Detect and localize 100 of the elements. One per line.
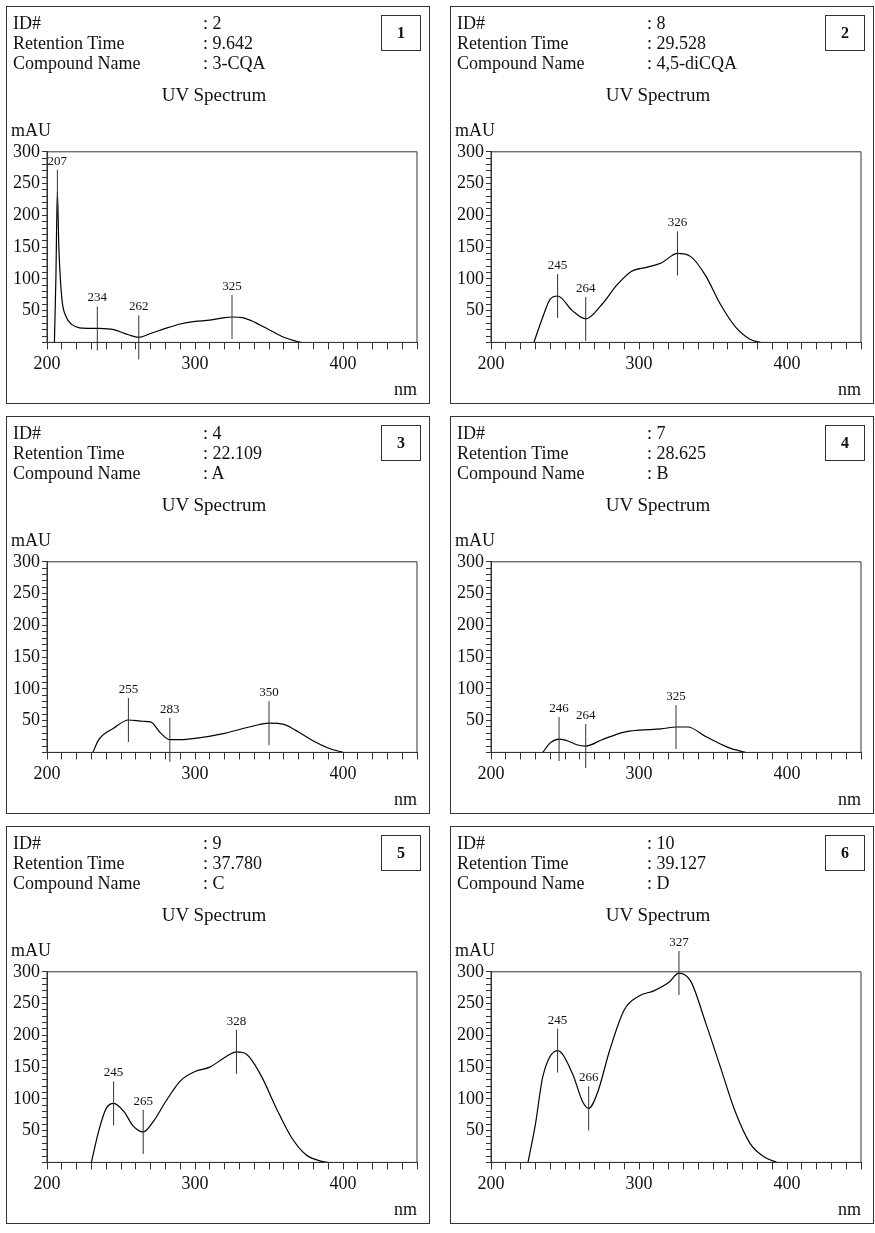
- chart-title: UV Spectrum: [161, 494, 267, 516]
- text: : 8: [647, 13, 667, 33]
- y-tick-label: 300: [457, 140, 484, 161]
- text: Retention Time: [457, 33, 570, 53]
- text: Retention Time: [13, 853, 126, 873]
- text: : A: [203, 463, 226, 483]
- y-tick-label: 300: [13, 550, 40, 571]
- text: Retention Time: [457, 443, 570, 463]
- annotation: 325: [666, 687, 686, 703]
- text: Compound Name: [457, 53, 586, 73]
- y-tick-label: 200: [457, 1024, 484, 1045]
- text: : D: [647, 873, 671, 893]
- text: 2: [825, 15, 865, 51]
- text: ID#: [13, 833, 42, 853]
- x-axis-title: nm: [837, 378, 861, 399]
- y-tick-label: 250: [13, 172, 40, 193]
- annotation: 245: [103, 1064, 124, 1080]
- y-tick-label: 50: [466, 709, 484, 730]
- annotation: 283: [160, 700, 180, 716]
- text: : 4: [203, 423, 223, 443]
- text: : 9: [203, 833, 223, 853]
- y-tick-label: 50: [22, 299, 40, 320]
- annotation: 264: [575, 279, 596, 295]
- y-tick-label: 200: [13, 204, 40, 225]
- annotation: 265: [133, 1092, 153, 1108]
- y-tick-label: 50: [466, 1119, 484, 1140]
- y-tick-label: 150: [457, 235, 484, 256]
- y-tick-label: 150: [13, 645, 40, 666]
- y-axis-title: mAU: [11, 529, 51, 550]
- y-tick-label: 100: [13, 677, 40, 698]
- text: : 9.642: [203, 33, 254, 53]
- x-axis-title: nm: [393, 788, 417, 809]
- y-axis-title: mAU: [11, 119, 51, 140]
- x-tick-label: 300: [181, 1172, 209, 1193]
- x-tick-label: 400: [329, 352, 357, 373]
- text: 4: [825, 425, 865, 461]
- x-tick-label: 300: [181, 352, 209, 373]
- y-tick-label: 100: [13, 267, 40, 288]
- annotation: 262: [129, 298, 149, 314]
- y-tick-label: 50: [22, 1119, 40, 1140]
- y-tick-label: 50: [466, 299, 484, 320]
- text: : 2: [203, 13, 223, 33]
- text: 1: [381, 15, 421, 51]
- chart-title: UV Spectrum: [161, 84, 267, 106]
- y-tick-label: 200: [13, 614, 40, 635]
- y-axis-title: mAU: [11, 939, 51, 960]
- text: ID#: [457, 423, 486, 443]
- text: 5: [381, 835, 421, 871]
- y-tick-label: 150: [13, 235, 40, 256]
- y-tick-label: 250: [13, 582, 40, 603]
- annotation: 325: [222, 277, 242, 293]
- annotation: 264: [575, 706, 596, 722]
- annotation: 234: [87, 289, 108, 305]
- text: ID#: [13, 13, 42, 33]
- x-axis-title: nm: [837, 788, 861, 809]
- text: : 37.780: [203, 853, 263, 873]
- text: 6: [825, 835, 865, 871]
- text: : 4,5-diCQA: [647, 53, 738, 73]
- annotation: 328: [226, 1012, 247, 1028]
- annotation: 327: [669, 933, 690, 949]
- text: Retention Time: [13, 443, 126, 463]
- x-axis-title: nm: [393, 378, 417, 399]
- x-tick-label: 300: [625, 762, 653, 783]
- chart-title: UV Spectrum: [605, 494, 711, 516]
- y-tick-label: 250: [13, 992, 40, 1013]
- y-axis-title: mAU: [455, 529, 495, 550]
- x-tick-label: 400: [329, 1172, 357, 1193]
- y-tick-label: 100: [457, 1087, 484, 1108]
- y-tick-label: 300: [457, 960, 484, 981]
- text: ID#: [457, 13, 486, 33]
- x-tick-label: 300: [625, 352, 653, 373]
- annotation: 245: [547, 256, 568, 272]
- text: Compound Name: [13, 873, 142, 893]
- chart-title: UV Spectrum: [605, 84, 711, 106]
- x-tick-label: 400: [773, 1172, 801, 1193]
- y-tick-label: 200: [13, 1024, 40, 1045]
- text: Compound Name: [457, 873, 586, 893]
- x-tick-label: 400: [773, 762, 801, 783]
- text: : 3-CQA: [203, 53, 267, 73]
- text: : 10: [647, 833, 676, 853]
- x-axis-title: nm: [837, 1198, 861, 1219]
- annotation: 266: [578, 1069, 599, 1085]
- annotation: 326: [667, 214, 688, 230]
- y-axis-title: mAU: [455, 939, 495, 960]
- y-tick-label: 300: [457, 550, 484, 571]
- text: : 29.528: [647, 33, 707, 53]
- y-tick-label: 250: [457, 172, 484, 193]
- y-tick-label: 100: [457, 677, 484, 698]
- x-tick-label: 300: [625, 1172, 653, 1193]
- annotation: 207: [47, 152, 68, 168]
- text: Retention Time: [457, 853, 570, 873]
- y-axis-title: mAU: [455, 119, 495, 140]
- y-tick-label: 50: [22, 709, 40, 730]
- y-tick-label: 200: [457, 614, 484, 635]
- text: : 28.625: [647, 443, 707, 463]
- y-tick-label: 100: [457, 267, 484, 288]
- text: 3: [381, 425, 421, 461]
- text: : C: [203, 873, 226, 893]
- text: Retention Time: [13, 33, 126, 53]
- y-tick-label: 250: [457, 992, 484, 1013]
